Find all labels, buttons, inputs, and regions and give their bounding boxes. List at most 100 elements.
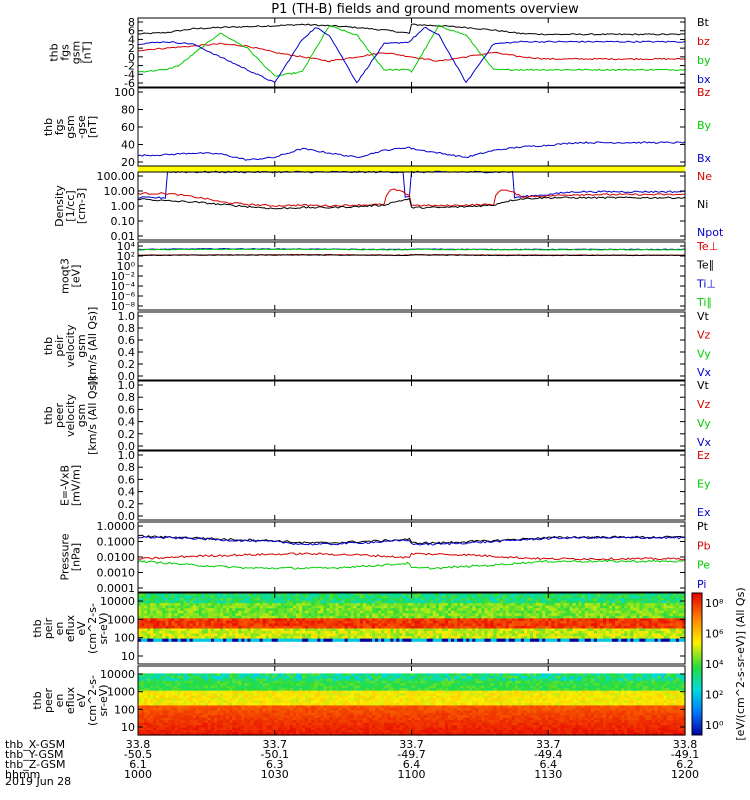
y-axis-label-line: [nT]: [81, 41, 94, 63]
y-tick-label: 10000: [100, 668, 135, 681]
y-tick-label: 0.4: [118, 346, 136, 359]
y-tick-label: 1000: [107, 686, 135, 699]
y-axis-label-line: gsm: [75, 404, 88, 427]
series-Pe: [137, 559, 686, 570]
y-tick-label: -6: [124, 77, 135, 90]
legend-Pb: Pb: [697, 539, 711, 552]
x-tick-label: 33.7: [399, 738, 424, 751]
y-tick-label: 10⁰: [117, 260, 136, 273]
y-tick-label: 0.0001: [97, 582, 136, 595]
y-tick-label: 1.0000: [97, 520, 136, 533]
y-tick-label: 0.8: [118, 391, 136, 404]
y-tick-label: -2: [124, 60, 135, 73]
x-tick-label: -50.1: [261, 748, 289, 761]
series-Te∥: [137, 254, 686, 257]
x-tick-label: 6.4: [403, 758, 421, 771]
y-axis-label-line: fgs: [59, 44, 72, 61]
panel-peir-vel: 1.00.80.60.40.20.0 thbpeirvelocitygsm[km/…: [42, 307, 712, 386]
y-tick-label: 100: [114, 632, 135, 645]
x-tick-label: 6.1: [129, 758, 147, 771]
chart-title: P1 (TH-B) fields and ground moments over…: [271, 2, 579, 17]
y-tick-label: 4: [128, 33, 135, 46]
legend-bx: bx: [697, 73, 711, 86]
x-tick-label: -49.1: [671, 748, 699, 761]
y-axis-label-line: en: [53, 622, 66, 636]
y-tick-label: 100: [114, 703, 135, 716]
series-Ni: [138, 196, 686, 210]
legend-Ez: Ez: [697, 449, 710, 462]
y-tick-label: 0.4: [118, 416, 136, 429]
panel-peer-spec: 10000 1000 100 10 thbpeerenefluxeV(cm^2-s-sr…: [31, 665, 686, 736]
y-axis-label-line: peer: [53, 403, 66, 429]
y-tick-label: 10: [121, 721, 135, 734]
x-row-label: thb_Z-GSM: [5, 758, 65, 771]
colorbar-label: [eV/(cm^2-s-sr-eV)] (All Qs): [734, 587, 747, 740]
y-tick-label: 10: [121, 650, 135, 663]
y-axis-label-line: eV: [75, 693, 88, 708]
legend-Ti∥: Ti∥: [696, 296, 712, 309]
y-tick-label: 20: [121, 156, 135, 169]
x-tick-label: -49.4: [534, 748, 562, 761]
panel-frame: [137, 380, 686, 451]
y-tick-label: 0.01: [111, 230, 136, 243]
y-axis-label-line: [nPa]: [70, 543, 83, 571]
y-axis-label-line: thb: [42, 118, 55, 136]
colorbar-tick-label: 10⁸: [705, 597, 724, 610]
x-tick-label: 33.8: [126, 738, 151, 751]
x-tick-label: 33.7: [263, 738, 288, 751]
y-axis-label-line: [1/cc]: [64, 190, 77, 221]
legend-bz: bz: [697, 35, 710, 48]
x-tick-label: 33.8: [673, 738, 698, 751]
x-row-label: thb_Y-GSM: [5, 748, 64, 761]
y-tick-label: 0.4: [118, 486, 136, 499]
y-axis-label-line: moqt3: [59, 258, 72, 294]
legend-Ni: Ni: [697, 198, 708, 211]
x-row-label: thb_X-GSM: [5, 738, 65, 751]
y-tick-label: 10⁻⁸: [111, 300, 136, 313]
y-axis-label-line: eflux: [64, 686, 77, 714]
y-axis-label-line: [km/s (All Qs)]: [86, 376, 99, 455]
x-tick-label: 1130: [534, 768, 562, 781]
colorbar-tick-label: 10⁶: [705, 628, 724, 641]
y-tick-label: 10⁴: [117, 240, 136, 253]
panel-peir-spec: 10000 1000 100 10 thbpeirenefluxeV(cm^2-s-sr…: [31, 592, 686, 665]
x-tick-label: 1000: [124, 768, 152, 781]
y-tick-label: 10000: [100, 595, 135, 608]
series-Pi: [138, 535, 686, 546]
y-axis-label-line: [cm-3]: [75, 188, 88, 224]
y-axis-label-line: eV: [75, 621, 88, 636]
y-axis-label: Density[1/cc][cm-3]: [53, 185, 88, 227]
y-axis-label-line: Density: [53, 185, 66, 227]
x-tick-label: 1100: [398, 768, 426, 781]
series-by: [138, 24, 686, 77]
y-tick-label: 100: [114, 86, 135, 99]
y-tick-label: 10⁻⁶: [111, 290, 136, 303]
x-tick-label: 1200: [671, 768, 699, 781]
y-axis-label-line: Pressure: [59, 533, 72, 580]
y-axis-label-line: thb: [42, 406, 55, 424]
y-axis-label: moqt3[eV]: [59, 258, 83, 294]
y-axis-label-line: E=-VxB: [59, 465, 72, 506]
panel-frame: [137, 521, 686, 593]
y-axis-label-line: peir: [53, 335, 66, 357]
y-tick-label: 10⁻⁴: [111, 280, 136, 293]
colorbar-scale: [691, 592, 703, 736]
y-tick-label: 0.0100: [97, 551, 136, 564]
y-tick-label: 0.6: [118, 473, 136, 486]
panel-density: 100.00 10.00 1.00 0.10 0.01 Density[1/cc][cm-…: [53, 170, 724, 243]
colorbar-tick-label: 10²: [705, 689, 723, 702]
x-tick-label: 33.7: [536, 738, 561, 751]
y-axis-label-line: en: [53, 694, 66, 708]
y-axis-label-line: peer: [42, 688, 55, 714]
y-tick-label: -4: [124, 68, 135, 81]
y-tick-label: 1.0: [118, 310, 136, 323]
y-tick-label: 0.8: [118, 461, 136, 474]
y-tick-label: 0.2: [118, 428, 136, 441]
y-axis-label-line: -gse: [75, 115, 88, 139]
y-axis-label-line: (cm^2-s-: [86, 603, 99, 654]
